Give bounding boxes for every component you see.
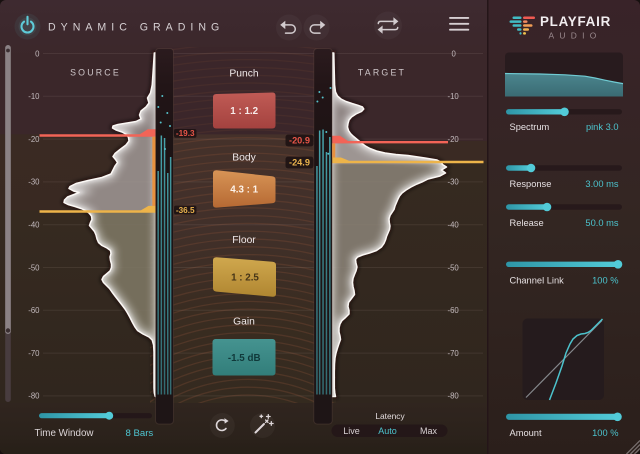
svg-text:100 %: 100 % xyxy=(592,276,618,286)
svg-text:-20.9: -20.9 xyxy=(289,136,310,146)
svg-text:-1.5 dB: -1.5 dB xyxy=(228,353,261,364)
svg-text:Live: Live xyxy=(343,426,360,436)
svg-text:TARGET: TARGET xyxy=(358,67,406,77)
svg-text:Latency: Latency xyxy=(375,411,405,421)
svg-text:-10: -10 xyxy=(448,92,460,101)
svg-text:-24.9: -24.9 xyxy=(289,158,310,168)
svg-text:DYNAMIC GRADING: DYNAMIC GRADING xyxy=(48,21,224,33)
svg-text:-40: -40 xyxy=(448,221,460,230)
svg-text:Time Window: Time Window xyxy=(35,428,95,439)
svg-text:Punch: Punch xyxy=(229,69,258,80)
svg-text:0: 0 xyxy=(452,49,457,58)
svg-text:PLAYFAIR: PLAYFAIR xyxy=(540,14,611,29)
svg-text:Floor: Floor xyxy=(232,235,256,246)
svg-text:4.3 : 1: 4.3 : 1 xyxy=(230,185,258,196)
svg-text:SOURCE: SOURCE xyxy=(70,67,121,77)
svg-text:-60: -60 xyxy=(448,306,460,315)
svg-text:Response: Response xyxy=(510,179,552,189)
svg-text:pink 3.0: pink 3.0 xyxy=(586,122,619,132)
svg-text:-30: -30 xyxy=(28,178,40,187)
svg-text:50.0 ms: 50.0 ms xyxy=(585,218,618,228)
svg-text:0: 0 xyxy=(35,49,40,58)
svg-text:Channel Link: Channel Link xyxy=(510,276,565,286)
svg-text:-19.3: -19.3 xyxy=(176,129,195,138)
svg-text:1 : 2.5: 1 : 2.5 xyxy=(231,273,259,284)
svg-text:-30: -30 xyxy=(448,178,460,187)
svg-text:100 %: 100 % xyxy=(592,428,618,438)
svg-text:-20: -20 xyxy=(448,135,460,144)
svg-text:-70: -70 xyxy=(448,349,460,358)
svg-text:-20: -20 xyxy=(28,135,40,144)
svg-text:Auto: Auto xyxy=(378,426,397,436)
svg-text:-50: -50 xyxy=(28,263,40,272)
svg-text:AUDIO: AUDIO xyxy=(549,31,602,41)
svg-text:Spectrum: Spectrum xyxy=(510,122,550,132)
svg-text:Gain: Gain xyxy=(233,317,255,328)
svg-text:-10: -10 xyxy=(28,92,40,101)
svg-text:-80: -80 xyxy=(28,392,40,401)
svg-text:-70: -70 xyxy=(28,349,40,358)
svg-text:-60: -60 xyxy=(28,306,40,315)
svg-text:Max: Max xyxy=(420,426,438,436)
svg-text:Body: Body xyxy=(232,153,256,164)
svg-text:-80: -80 xyxy=(448,392,460,401)
svg-text:3.00 ms: 3.00 ms xyxy=(585,179,618,189)
svg-text:8 Bars: 8 Bars xyxy=(126,428,154,439)
svg-text:-40: -40 xyxy=(28,221,40,230)
svg-text:-36.5: -36.5 xyxy=(176,206,195,215)
svg-text:Amount: Amount xyxy=(510,428,542,438)
svg-text:-50: -50 xyxy=(448,263,460,272)
svg-text:Release: Release xyxy=(510,218,544,228)
svg-text:1 : 1.2: 1 : 1.2 xyxy=(230,106,258,117)
